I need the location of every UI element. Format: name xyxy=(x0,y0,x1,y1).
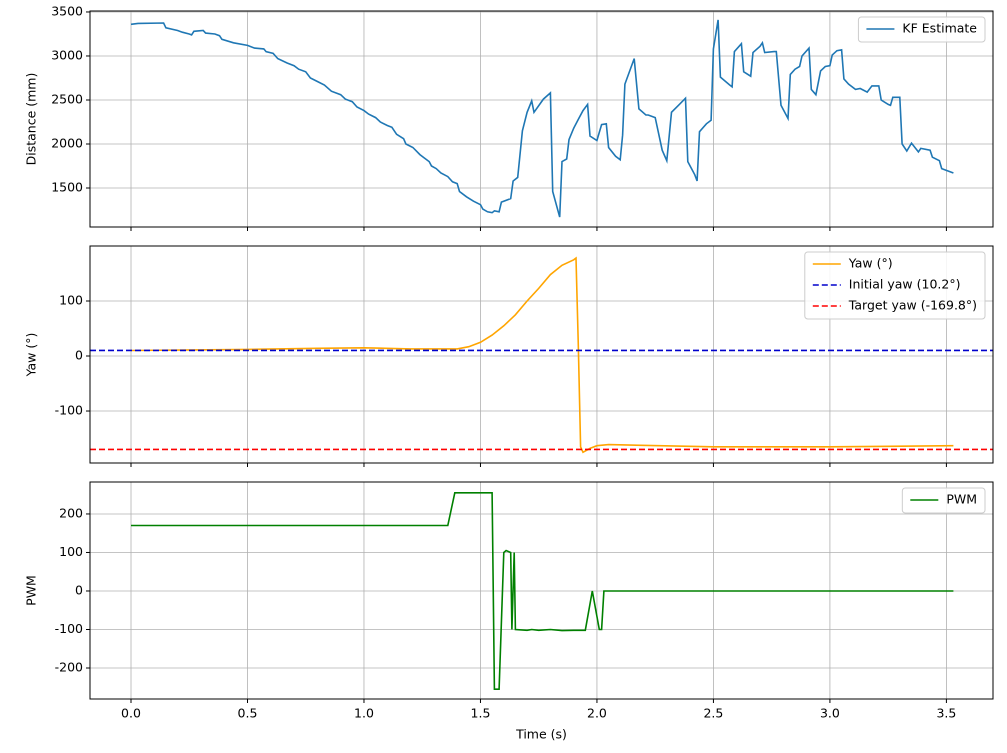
x-tick-label: 1.0 xyxy=(354,706,374,721)
y-tick-label: 3000 xyxy=(51,47,83,62)
panel: -100 0 100 Yaw (°) Yaw (°) Initial yaw (10.2°… xyxy=(24,245,994,467)
legend-label: KF Estimate xyxy=(902,21,977,36)
x-axis-label: Time (s) xyxy=(515,727,567,742)
data-line xyxy=(131,492,954,690)
legend-box xyxy=(804,251,986,320)
legend: PWM xyxy=(901,487,986,514)
legend-box xyxy=(901,487,986,514)
x-tick-label: 2.0 xyxy=(587,706,607,721)
x-tick-label: 0.0 xyxy=(121,706,141,721)
x-tick-label: 3.0 xyxy=(820,706,840,721)
y-tick-label: 3500 xyxy=(51,3,83,18)
y-tick-label: 0 xyxy=(75,582,83,597)
y-tick-label: 2000 xyxy=(51,135,83,150)
legend-label: PWM xyxy=(946,492,977,507)
y-tick-label: 200 xyxy=(59,505,83,520)
axes-frame xyxy=(89,10,994,228)
data-line xyxy=(130,19,954,218)
data-line xyxy=(130,256,954,454)
panel: 0.0 0.5 1.0 1.5 2.0 2.5 3.0 3.5 -200 -100 0 100 200 P… xyxy=(24,481,994,742)
y-tick-label: 1500 xyxy=(51,180,83,195)
x-tick-label: 3.5 xyxy=(936,706,956,721)
y-tick-label: -100 xyxy=(55,403,83,418)
y-tick-label: 100 xyxy=(59,293,83,308)
legend-label: Initial yaw (10.2°) xyxy=(849,277,961,292)
axes-frame xyxy=(89,245,994,464)
y-tick-label: 100 xyxy=(59,544,83,559)
y-tick-label: 2500 xyxy=(51,91,83,106)
y-axis-label: PWM xyxy=(24,575,39,606)
x-tick-label: 1.5 xyxy=(471,706,491,721)
legend-label: Yaw (°) xyxy=(848,256,893,271)
x-tick-label: 2.5 xyxy=(703,706,723,721)
legend: Yaw (°) Initial yaw (10.2°) Target yaw (-1… xyxy=(804,251,986,320)
panel: 1500 2000 2500 3000 3500 Distance (mm) KF Esti… xyxy=(24,3,994,231)
y-tick-label: -100 xyxy=(55,621,83,636)
legend: KF Estimate xyxy=(857,16,986,43)
x-tick-label: 0.5 xyxy=(238,706,258,721)
y-tick-label: -200 xyxy=(55,660,83,675)
legend-label: Target yaw (-169.8°) xyxy=(848,298,977,313)
legend-box xyxy=(857,16,986,43)
axes-frame xyxy=(89,481,994,700)
y-axis-label: Distance (mm) xyxy=(24,73,39,166)
y-tick-label: 0 xyxy=(75,348,83,363)
y-axis-label: Yaw (°) xyxy=(24,333,39,378)
